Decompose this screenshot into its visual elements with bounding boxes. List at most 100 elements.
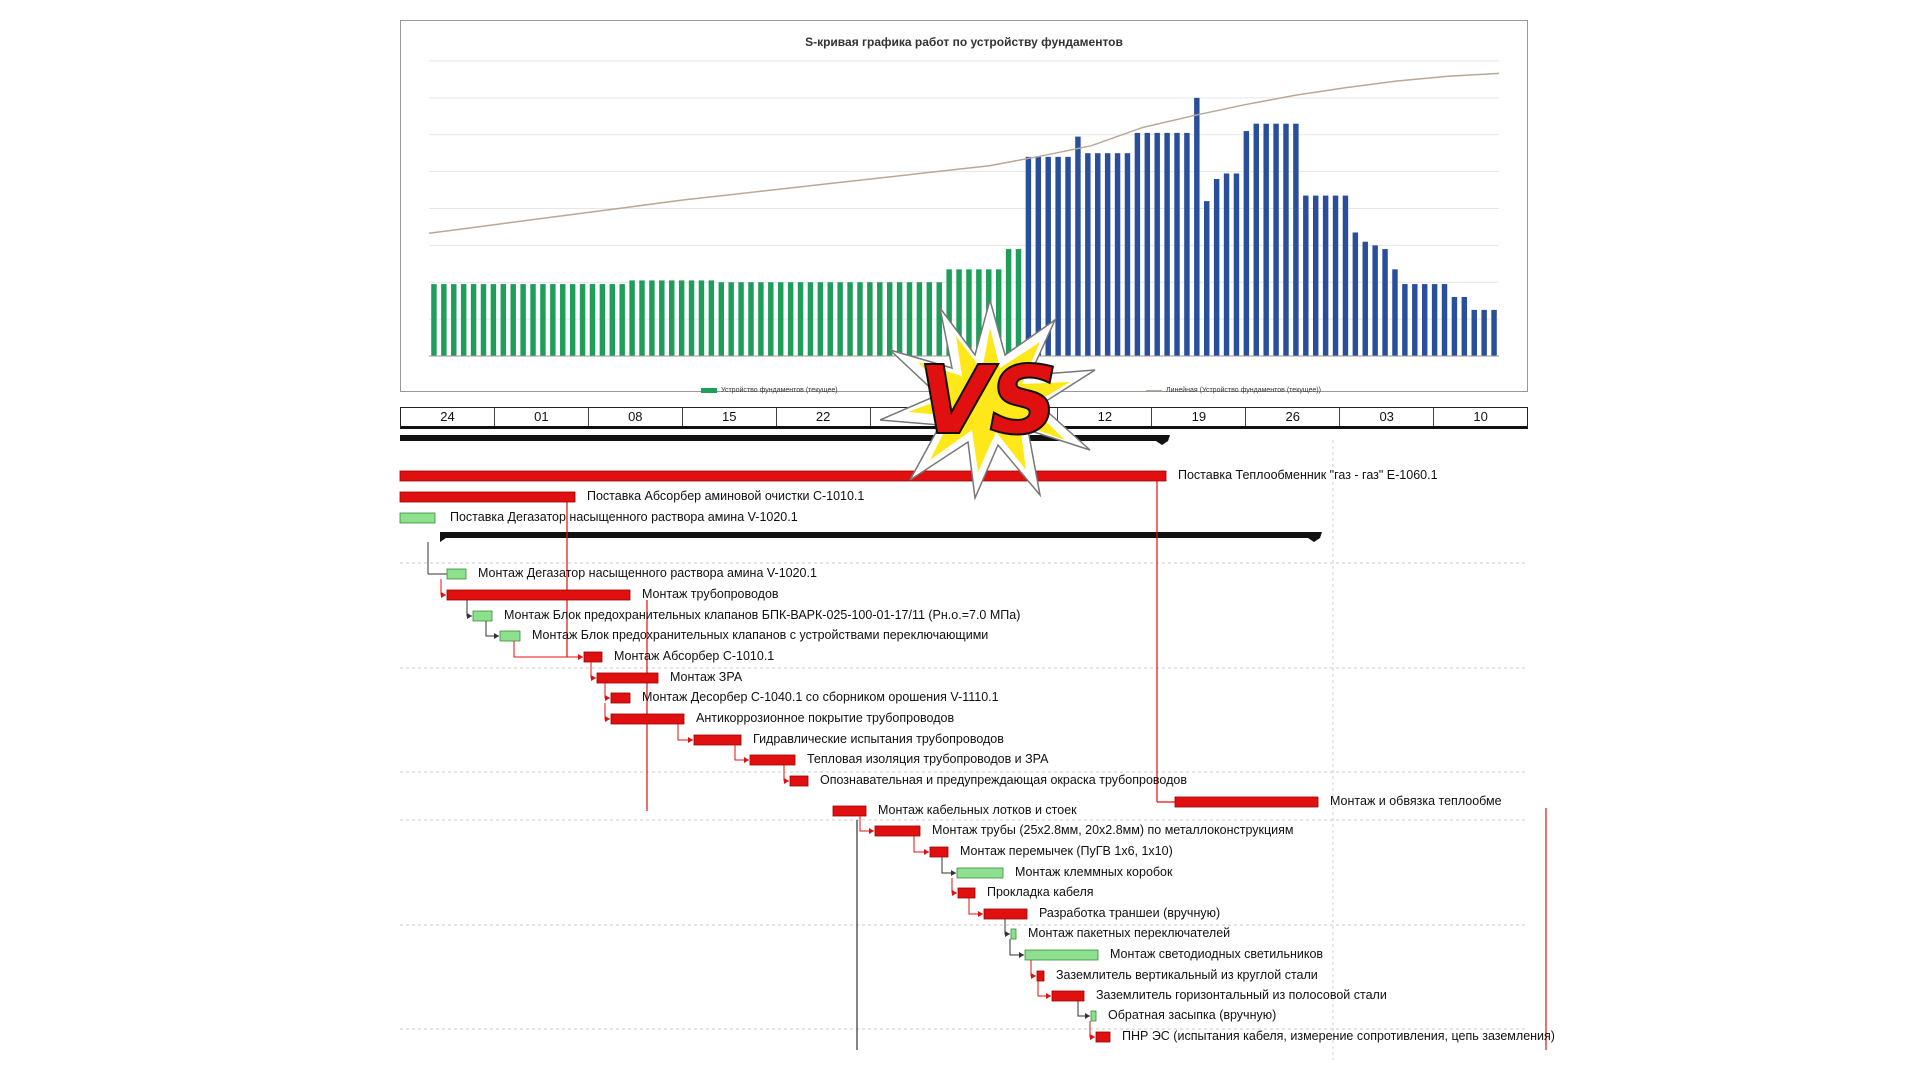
dependency-arrow — [734, 745, 749, 761]
arrow-head — [494, 633, 499, 639]
gantt-bar — [499, 630, 521, 642]
chart-bar — [540, 284, 546, 356]
timeline-cell: 12 — [1058, 408, 1153, 426]
gantt-task-label: Монтаж пакетных переключателей — [1028, 926, 1231, 940]
arrow-head — [744, 757, 749, 763]
arrow-head — [1085, 1013, 1090, 1019]
chart-bar — [1372, 245, 1378, 356]
gantt-bar — [446, 589, 631, 601]
chart-bar — [1332, 195, 1339, 356]
chart-bar — [480, 284, 487, 356]
arrow-head — [869, 828, 874, 834]
arrow-head — [1019, 952, 1024, 958]
chart-bar — [1263, 123, 1269, 356]
gantt-task-label: Монтаж трубы (25х2.8мм, 20х2.8мм) по мет… — [932, 823, 1294, 837]
chart-bar — [1005, 249, 1012, 356]
gantt-bar — [399, 470, 1167, 482]
gantt-bar — [583, 651, 603, 663]
chart-bar — [1253, 123, 1259, 356]
chart-bar — [431, 284, 437, 356]
chart-bar — [758, 282, 764, 356]
chart-bar — [1154, 132, 1160, 356]
legend-item-trend: Линейная (Устройство фундаментов (текуще… — [1146, 387, 1321, 394]
chart-bar — [460, 284, 467, 356]
arrow-head — [1005, 931, 1010, 937]
gantt-bar — [610, 713, 685, 725]
chart-bar — [827, 282, 833, 356]
chart-bar — [777, 282, 784, 356]
chart-bar — [609, 284, 616, 356]
legend-item-green: Устройство фундаментов (текущее) — [701, 387, 838, 394]
chart-bar — [1322, 195, 1329, 356]
gantt-task-label: Монтаж Абсорбер С-1010.1 — [614, 649, 775, 663]
gantt-bar — [983, 908, 1028, 920]
chart-bar — [1471, 309, 1477, 356]
chart-bar — [768, 282, 774, 356]
gantt-bar — [596, 672, 659, 684]
chart-bar — [1481, 309, 1487, 356]
chart-bar — [1055, 156, 1061, 356]
gantt-bar — [610, 692, 631, 704]
gantt-task-label: Антикоррозионное покрытие трубопроводов — [696, 711, 955, 725]
gantt-bar — [929, 846, 949, 858]
dependency-arrow — [913, 836, 929, 853]
gantt-task-label: Монтаж светодиодных светильников — [1110, 947, 1324, 961]
chart-bar — [1025, 156, 1032, 356]
chart-bar — [807, 282, 814, 356]
chart-bar — [1491, 309, 1497, 356]
chart-bar — [1312, 195, 1319, 356]
chart-bar — [1095, 153, 1101, 356]
chart-bar — [1213, 179, 1220, 356]
chart-bar — [738, 282, 744, 356]
chart-bar — [1402, 284, 1408, 356]
chart-bar — [441, 284, 447, 356]
dependency-arrow — [1037, 981, 1051, 997]
legend-swatch-green — [701, 388, 717, 393]
arrow-head — [952, 890, 957, 896]
gantt-task-label: Монтаж Десорбер С-1040.1 со сборником ор… — [642, 690, 999, 704]
gantt-task-label: Монтаж трубопроводов — [642, 587, 779, 601]
arrow-head — [467, 613, 472, 619]
summary-bar — [440, 532, 1322, 542]
gantt-bar — [1090, 1010, 1097, 1022]
timeline-cell: 19 — [1152, 408, 1247, 426]
chart-bar — [1075, 136, 1081, 356]
gantt-task-label: Монтаж Дегазатор насыщенного раствора ам… — [478, 566, 817, 580]
chart-bar — [1382, 249, 1388, 356]
s-curve-chart: S-кривая графика работ по устройству фун… — [400, 20, 1528, 394]
gantt-task-label: Монтаж Блок предохранительных клапанов Б… — [504, 608, 1021, 622]
timeline-cell: 22 — [777, 408, 871, 426]
chart-bar — [1303, 195, 1309, 356]
chart-bar — [1085, 153, 1091, 356]
chart-bar — [896, 282, 903, 356]
chart-bar — [1421, 284, 1428, 356]
chart-bar — [1273, 123, 1279, 356]
vs-text: VS — [919, 347, 1056, 454]
dependency-arrow — [859, 816, 874, 832]
dependency-arrow — [1009, 939, 1024, 956]
trend-line — [428, 72, 1500, 234]
chart-bar — [886, 282, 893, 356]
chart-bar — [678, 280, 685, 356]
arrow-head — [924, 849, 929, 855]
chart-bar — [837, 282, 843, 356]
chart-bar — [1441, 284, 1448, 356]
gantt-task-label: Гидравлические испытания трубопроводов — [753, 732, 1004, 746]
arrow-head — [951, 870, 956, 876]
chart-bar — [1184, 132, 1190, 356]
gantt-task-label: Монтаж Блок предохранительных клапанов с… — [532, 628, 989, 642]
gantt-task-label: Прокладка кабеля — [987, 885, 1094, 899]
dependency-arrow — [485, 621, 499, 637]
dependency-arrow — [513, 641, 583, 658]
chart-bar — [1144, 132, 1151, 356]
timeline-cell: 26 — [1246, 408, 1341, 426]
gantt-bar — [472, 610, 493, 622]
chart-bar — [1431, 284, 1438, 356]
timeline-cell: 15 — [683, 408, 777, 426]
vs-burst: VS — [879, 297, 1100, 501]
arrow-head — [605, 716, 610, 722]
chart-bar — [708, 280, 715, 356]
gantt-task-label: Монтаж клеммных коробок — [1015, 865, 1173, 879]
chart-bar — [976, 269, 982, 356]
